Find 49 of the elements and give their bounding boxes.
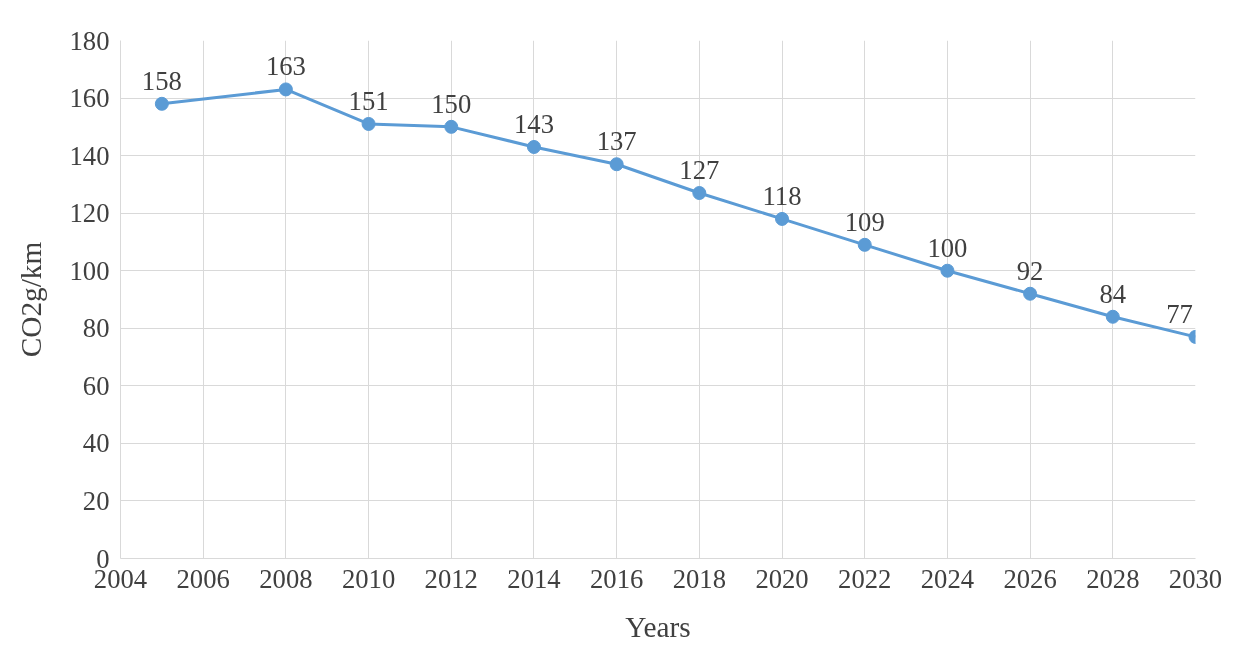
- point: [775, 211, 790, 226]
- x-tick-label: 2014: [507, 563, 561, 594]
- x-tick-label: 2010: [341, 563, 396, 594]
- point: [940, 263, 955, 278]
- point: [154, 96, 169, 111]
- data-label: 77: [1166, 298, 1193, 329]
- x-tick-label: 2022: [838, 563, 892, 594]
- point: [278, 82, 293, 97]
- y-tick-label: 180: [69, 25, 110, 56]
- x-tick-label: 2026: [1003, 563, 1057, 594]
- data-label: 118: [762, 180, 802, 211]
- x-tick-label: 2012: [424, 563, 478, 594]
- x-tick-label: 2020: [755, 563, 809, 594]
- data-label: 163: [265, 51, 306, 82]
- y-tick-label: 60: [82, 370, 110, 401]
- data-label: 137: [596, 126, 637, 157]
- y-tick-label: 80: [82, 313, 110, 344]
- point: [444, 119, 459, 134]
- data-label: 158: [141, 65, 182, 96]
- y-tick-label: 40: [82, 428, 110, 459]
- data-label: 92: [1016, 255, 1044, 286]
- x-tick-label: 2018: [672, 563, 726, 594]
- y-tick-label: 20: [82, 485, 110, 516]
- point: [361, 116, 376, 131]
- y-tick-label: 140: [69, 140, 110, 171]
- y-tick-label: 120: [69, 198, 110, 229]
- y-tick-label: 100: [69, 255, 110, 286]
- x-tick-label: 2024: [920, 563, 975, 594]
- point: [1023, 286, 1038, 301]
- point: [526, 139, 541, 154]
- data-label: 150: [431, 88, 472, 119]
- y-tick-label: 160: [69, 83, 110, 114]
- x-tick-label: 2008: [259, 563, 313, 594]
- x-tick-label: 2028: [1086, 563, 1140, 594]
- x-tick-label: 2016: [590, 563, 644, 594]
- x-tick-label: 2030: [1168, 563, 1223, 594]
- point: [692, 186, 707, 201]
- point: [1105, 309, 1120, 324]
- data-label: 127: [679, 155, 720, 186]
- data-label: 84: [1099, 278, 1127, 309]
- data-label: 151: [348, 85, 389, 116]
- point: [857, 237, 872, 252]
- data-label: 100: [927, 232, 968, 263]
- point: [609, 157, 624, 172]
- y-axis-title: CO2g/km: [14, 241, 47, 358]
- data-label: 143: [513, 108, 554, 139]
- x-axis-title: Years: [625, 610, 691, 643]
- x-tick-label: 2006: [176, 563, 230, 594]
- data-label: 109: [844, 206, 885, 237]
